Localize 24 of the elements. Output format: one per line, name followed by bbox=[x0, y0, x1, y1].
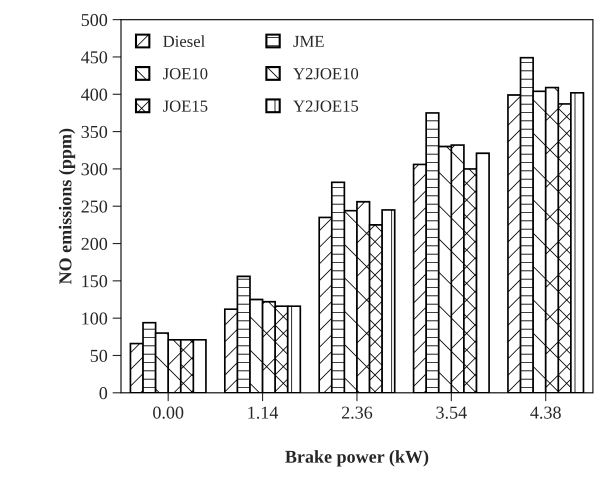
x-tick-label: 3.54 bbox=[436, 406, 467, 419]
legend-label: Y2JOE10 bbox=[293, 68, 358, 80]
x-axis-title: Brake power (kW) bbox=[285, 450, 428, 467]
y-tick-label: 450 bbox=[81, 51, 108, 64]
y-tick-label: 50 bbox=[90, 350, 108, 362]
x-tick-label: 4.38 bbox=[530, 406, 561, 419]
legend-label: Diesel bbox=[163, 35, 205, 47]
legend-label: JOE15 bbox=[163, 100, 208, 112]
y-tick-label: 0 bbox=[99, 387, 108, 400]
y-tick-label: 200 bbox=[82, 238, 108, 250]
y-tick-label: 250 bbox=[82, 200, 108, 213]
x-tick-label: 0.00 bbox=[153, 406, 184, 419]
y-tick-label: 300 bbox=[82, 163, 108, 176]
x-tick-label: 1.14 bbox=[248, 406, 278, 419]
y-tick-label: 150 bbox=[82, 275, 108, 288]
legend-label: JME bbox=[293, 36, 324, 47]
legend-label: Y2JOE15 bbox=[293, 100, 358, 112]
y-tick-label: 100 bbox=[82, 312, 108, 325]
legend-label: JOE10 bbox=[163, 68, 208, 80]
y-axis-title: NO emissions (ppm) bbox=[58, 128, 76, 284]
x-tick-label: 2.36 bbox=[342, 406, 372, 419]
y-tick-label: 350 bbox=[82, 126, 108, 138]
y-tick-label: 500 bbox=[82, 14, 108, 26]
y-tick-label: 400 bbox=[81, 88, 108, 101]
